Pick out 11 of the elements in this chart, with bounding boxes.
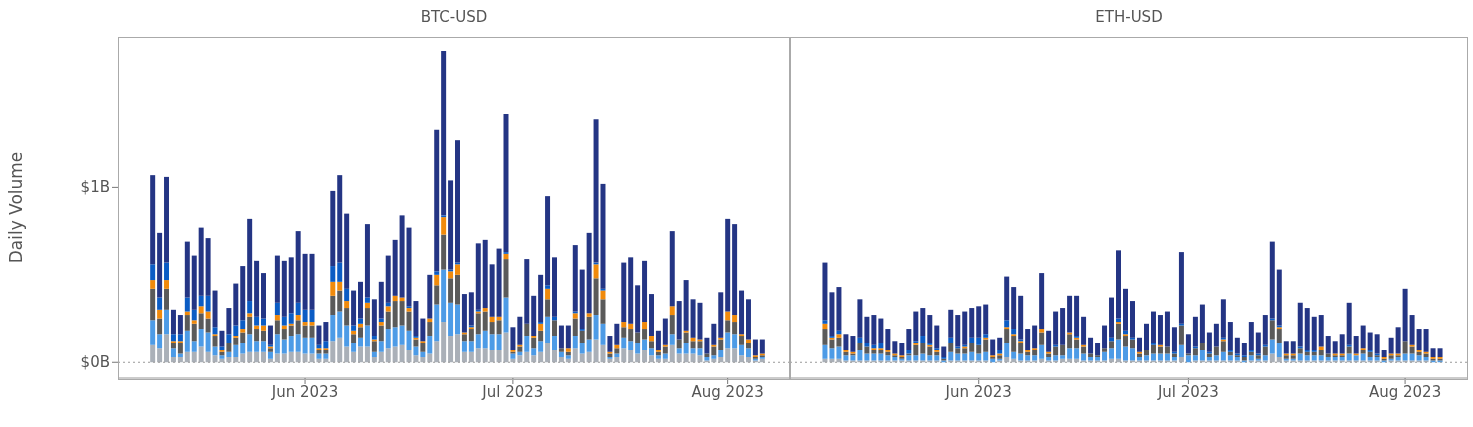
- y-tick-label: $1B: [80, 178, 110, 197]
- y-tick-label: $0B: [80, 353, 110, 372]
- y-axis-title: Daily Volume: [6, 151, 27, 264]
- x-tick-label: Aug 2023: [691, 382, 764, 401]
- x-tick-label: Jun 2023: [270, 382, 339, 401]
- x-tick-label: Jul 2023: [481, 382, 544, 401]
- chart-title: ETH-USD: [1094, 8, 1164, 28]
- x-tick-label: Jun 2023: [944, 382, 1012, 401]
- chart-title: BTC-USD: [419, 8, 489, 28]
- x-tick-label: Jul 2023: [1156, 382, 1219, 401]
- x-tick-label: Aug 2023: [1368, 382, 1442, 401]
